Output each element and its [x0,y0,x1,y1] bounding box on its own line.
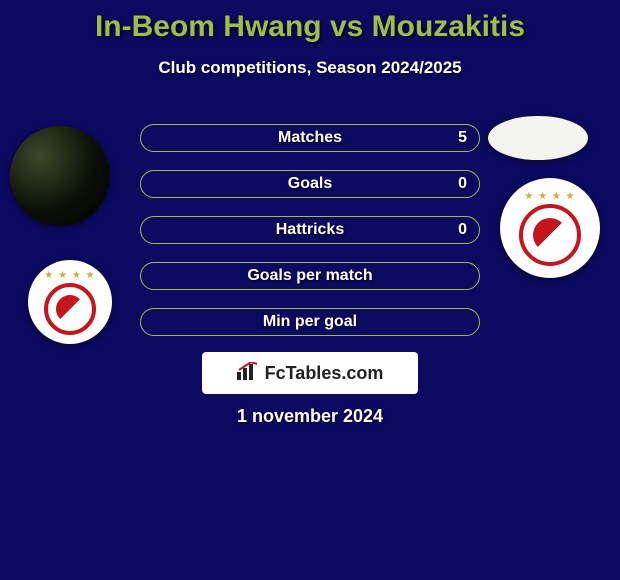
bar-chart-icon [237,362,259,385]
club-badge-left: ★ ★ ★ ★ [28,260,112,344]
club-badge-right: ★ ★ ★ ★ [500,178,600,278]
stat-row: Goals per match [140,262,480,290]
player-right-photo [488,116,588,160]
club-inner-right [533,218,567,252]
club-stars-left: ★ ★ ★ ★ [44,270,95,281]
stat-right-value: 5 [458,125,467,151]
footer-date: 1 november 2024 [0,406,620,427]
player-left-photo [10,126,110,226]
stat-row: Matches5 [140,124,480,152]
club-inner-left [56,295,84,323]
stat-right-value: 0 [458,217,467,243]
stat-row: Min per goal [140,308,480,336]
branding-panel: FcTables.com [202,352,418,394]
stat-row: Goals0 [140,170,480,198]
stats-panel: Matches5Goals0Hattricks0Goals per matchM… [140,124,480,354]
stat-label: Min per goal [141,309,479,335]
club-ring-right [519,204,581,266]
stat-row: Hattricks0 [140,216,480,244]
stat-label: Goals per match [141,263,479,289]
club-stars-right: ★ ★ ★ ★ [524,191,575,202]
stat-label: Matches [141,125,479,151]
branding-text: FcTables.com [265,363,384,384]
page-subtitle: Club competitions, Season 2024/2025 [0,58,620,78]
club-ring-left [44,283,96,335]
stat-label: Goals [141,171,479,197]
stat-label: Hattricks [141,217,479,243]
stat-right-value: 0 [458,171,467,197]
page-title: In-Beom Hwang vs Mouzakitis [0,0,620,44]
